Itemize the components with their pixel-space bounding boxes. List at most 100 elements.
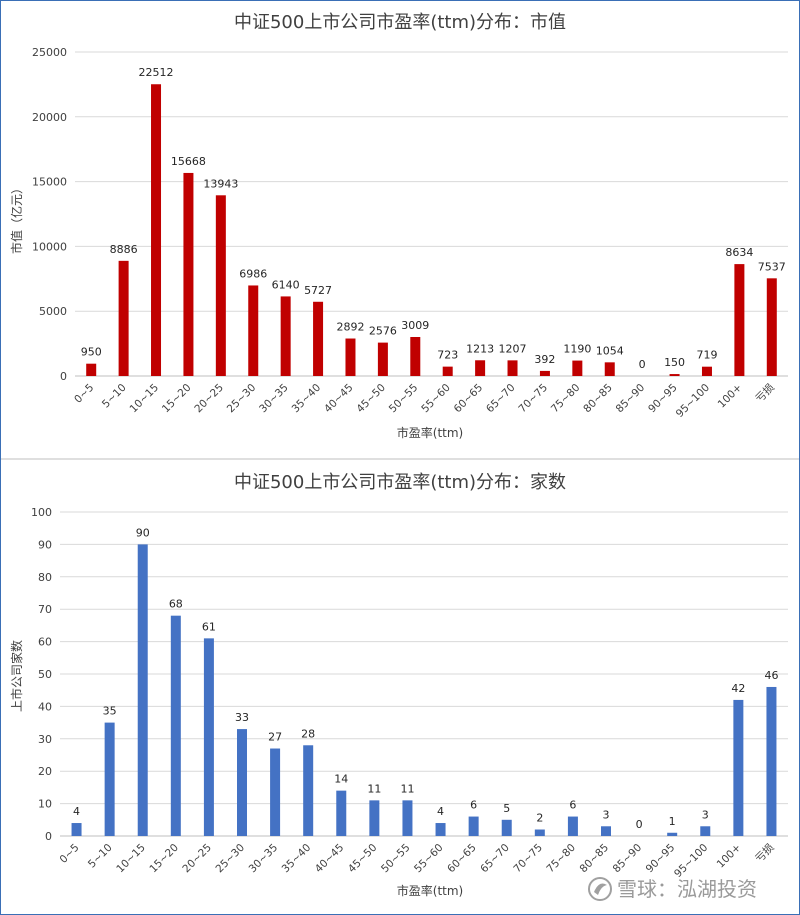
y-tick-label: 90	[38, 538, 52, 551]
bar	[435, 823, 446, 836]
data-label: 1054	[596, 344, 624, 357]
company-count-chart: 中证500上市公司市盈率(ttm)分布：家数 上市公司家数 市盈率(ttm) 4…	[9, 472, 788, 898]
y-tick-label: 70	[38, 603, 52, 616]
data-label: 6	[470, 799, 477, 812]
x-tick-label: 15~20	[160, 382, 194, 416]
data-label: 3009	[401, 319, 429, 332]
x-tick-label: 95~100	[674, 382, 712, 420]
data-label: 4	[437, 805, 444, 818]
bar	[377, 342, 388, 376]
bar	[468, 816, 479, 836]
bar	[151, 84, 162, 376]
y-tick-label: 80	[38, 571, 52, 584]
y-tick-label: 50	[38, 668, 52, 681]
bar	[369, 800, 380, 836]
x-tick-label: 55~60	[419, 382, 453, 416]
y-tick-label: 20	[38, 765, 52, 778]
y-tick-label: 5000	[39, 305, 67, 318]
bar	[733, 699, 744, 836]
data-label: 33	[235, 711, 249, 724]
data-label: 1	[669, 815, 676, 828]
x-tick-label: 20~25	[180, 842, 214, 876]
market-cap-chart: 中证500上市公司市盈率(ttm)分布：市值 市值（亿元） 市盈率(ttm) 9…	[9, 12, 788, 440]
chart1-title: 中证500上市公司市盈率(ttm)分布：市值	[234, 12, 566, 33]
x-tick-label: 50~55	[387, 382, 421, 416]
data-label: 0	[639, 358, 646, 371]
x-tick-label: 50~55	[379, 842, 413, 876]
data-label: 723	[437, 349, 458, 362]
bar	[345, 338, 356, 376]
bar	[410, 337, 421, 376]
y-tick-label: 60	[38, 636, 52, 649]
bar	[313, 301, 324, 376]
x-tick-label: 45~50	[354, 382, 388, 416]
bar	[567, 816, 578, 836]
chart2-x-axis-label: 市盈率(ttm)	[397, 883, 463, 898]
x-tick-label: 100+	[716, 382, 745, 411]
data-label: 27	[268, 731, 282, 744]
x-tick-label: 15~20	[147, 842, 181, 876]
x-tick-label: 65~70	[478, 842, 512, 876]
x-tick-label: 30~35	[257, 382, 291, 416]
x-tick-label: 60~65	[445, 842, 479, 876]
data-label: 4	[73, 805, 80, 818]
watermark: 雪球：泓湖投资	[588, 877, 757, 901]
bar	[170, 615, 181, 836]
x-tick-label: 20~25	[192, 382, 226, 416]
bar	[237, 729, 247, 836]
x-tick-label: 80~85	[581, 382, 615, 416]
x-tick-label: 5~10	[86, 842, 115, 871]
x-tick-label: 25~30	[214, 842, 248, 876]
y-tick-label: 30	[38, 733, 52, 746]
data-label: 1213	[466, 342, 494, 355]
x-tick-label: 85~90	[614, 382, 648, 416]
data-label: 392	[534, 353, 555, 366]
y-tick-label: 0	[45, 830, 52, 843]
x-tick-label: 5~10	[100, 382, 129, 411]
data-label: 22512	[139, 66, 174, 79]
bar	[701, 366, 712, 376]
bar	[766, 686, 777, 836]
y-tick-label: 15000	[32, 176, 67, 189]
bar	[669, 374, 680, 376]
data-label: 35	[103, 705, 117, 718]
x-tick-label: 25~30	[225, 382, 259, 416]
bar	[104, 722, 115, 836]
x-tick-label: 亏损	[753, 841, 777, 865]
x-tick-label: 35~40	[280, 842, 314, 876]
x-tick-label: 10~15	[128, 382, 162, 416]
watermark-text: 雪球：泓湖投资	[617, 877, 757, 901]
bar	[71, 823, 82, 836]
chart2-title: 中证500上市公司市盈率(ttm)分布：家数	[234, 472, 566, 493]
bar	[507, 360, 518, 376]
data-label: 5727	[304, 284, 332, 297]
x-tick-label: 0~5	[58, 842, 82, 866]
bar	[183, 172, 194, 376]
bar	[572, 360, 583, 376]
bar	[734, 264, 745, 376]
bar	[700, 826, 711, 836]
data-label: 42	[731, 682, 745, 695]
bar	[270, 748, 281, 836]
data-label: 2	[536, 812, 543, 825]
data-label: 14	[334, 773, 348, 786]
bar	[336, 790, 347, 836]
x-tick-label: 30~35	[247, 842, 281, 876]
data-label: 68	[169, 598, 183, 611]
bar	[248, 285, 259, 376]
y-tick-label: 40	[38, 700, 52, 713]
data-label: 11	[400, 782, 414, 795]
y-tick-label: 25000	[32, 46, 67, 59]
x-tick-label: 75~80	[544, 842, 578, 876]
bar	[402, 800, 413, 836]
data-label: 3	[603, 808, 610, 821]
bar	[534, 829, 545, 836]
x-tick-label: 80~85	[578, 842, 612, 876]
data-label: 2892	[336, 321, 364, 334]
data-label: 719	[696, 349, 717, 362]
data-label: 13943	[203, 177, 238, 190]
data-label: 61	[202, 620, 216, 633]
data-label: 28	[301, 727, 315, 740]
x-tick-label: 70~75	[511, 842, 545, 876]
